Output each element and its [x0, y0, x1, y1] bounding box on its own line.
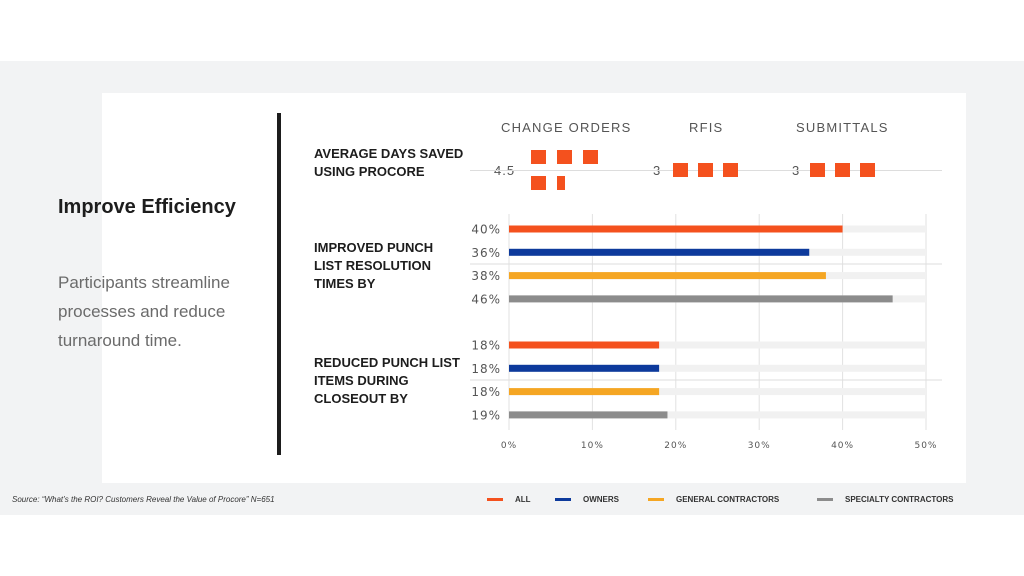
column-rfis: RFIS — [689, 120, 724, 135]
divider-line — [277, 113, 281, 455]
legend-label: SPECIALTY CONTRACTORS — [845, 495, 954, 504]
legend-item-specialty-contractors: SPECIALTY CONTRACTORS — [817, 495, 953, 504]
legend-item-all: ALL — [487, 495, 531, 504]
day-square — [557, 150, 572, 164]
x-tick-label: 20% — [664, 441, 687, 451]
bar-general-contractors — [509, 388, 660, 396]
punch-items-label: REDUCED PUNCH LIST ITEMS DURING CLOSEOUT… — [314, 355, 460, 406]
day-square — [723, 163, 738, 177]
bar-value-label: 38% — [471, 269, 501, 283]
punch-resolution-label: IMPROVED PUNCH LIST RESOLUTION TIMES BY — [314, 240, 434, 291]
legend-swatch — [555, 498, 571, 501]
bar-owners — [509, 364, 660, 372]
bar-track — [509, 388, 926, 396]
day-square — [860, 163, 875, 177]
column-change-orders: CHANGE ORDERS — [501, 120, 632, 135]
column-submittals: SUBMITTALS — [796, 120, 889, 135]
bar-value-label: 18% — [471, 339, 501, 353]
legend-label: OWNERS — [583, 495, 619, 504]
bar-value-label: 40% — [471, 223, 501, 237]
bar-value-label: 18% — [471, 385, 501, 399]
bar-general-contractors — [509, 272, 826, 280]
x-tick-label: 30% — [748, 441, 771, 451]
bar-all — [509, 341, 660, 349]
bar-value-label: 36% — [471, 246, 501, 260]
bar-value-label: 46% — [471, 292, 501, 306]
legend-item-general-contractors: GENERAL CONTRACTORS — [648, 495, 779, 504]
bar-specialty-contractors — [509, 295, 893, 303]
legend-label: GENERAL CONTRACTORS — [676, 495, 780, 504]
days-saved-label: AVERAGE DAYS SAVED USING PROCORE — [314, 146, 464, 179]
x-tick-label: 40% — [831, 441, 854, 451]
legend-swatch — [648, 498, 664, 501]
day-square — [583, 150, 598, 164]
bar-value-label: 18% — [471, 362, 501, 376]
legend-swatch — [487, 498, 503, 501]
x-tick-label: 10% — [581, 441, 604, 451]
day-square — [673, 163, 688, 177]
source-note: Source: “What’s the ROI? Customers Revea… — [12, 495, 275, 504]
bar-owners — [509, 248, 810, 256]
bar-track — [509, 341, 926, 349]
legend-item-owners: OWNERS — [555, 495, 619, 504]
day-square — [531, 176, 546, 190]
day-square — [531, 150, 546, 164]
slide-description: Participants streamline processes and re… — [58, 273, 230, 350]
x-tick-label: 0% — [501, 441, 517, 451]
day-half-square — [557, 176, 565, 190]
x-tick-label: 50% — [914, 441, 937, 451]
day-square — [698, 163, 713, 177]
day-square — [835, 163, 850, 177]
bar-specialty-contractors — [509, 411, 668, 419]
bar-track — [509, 364, 926, 372]
slide-headline: Improve Efficiency — [58, 196, 236, 218]
bar-value-label: 19% — [471, 408, 501, 422]
day-square — [810, 163, 825, 177]
bar-all — [509, 225, 843, 233]
legend-swatch — [817, 498, 833, 501]
bar-track — [509, 411, 926, 419]
legend-label: ALL — [515, 495, 531, 504]
